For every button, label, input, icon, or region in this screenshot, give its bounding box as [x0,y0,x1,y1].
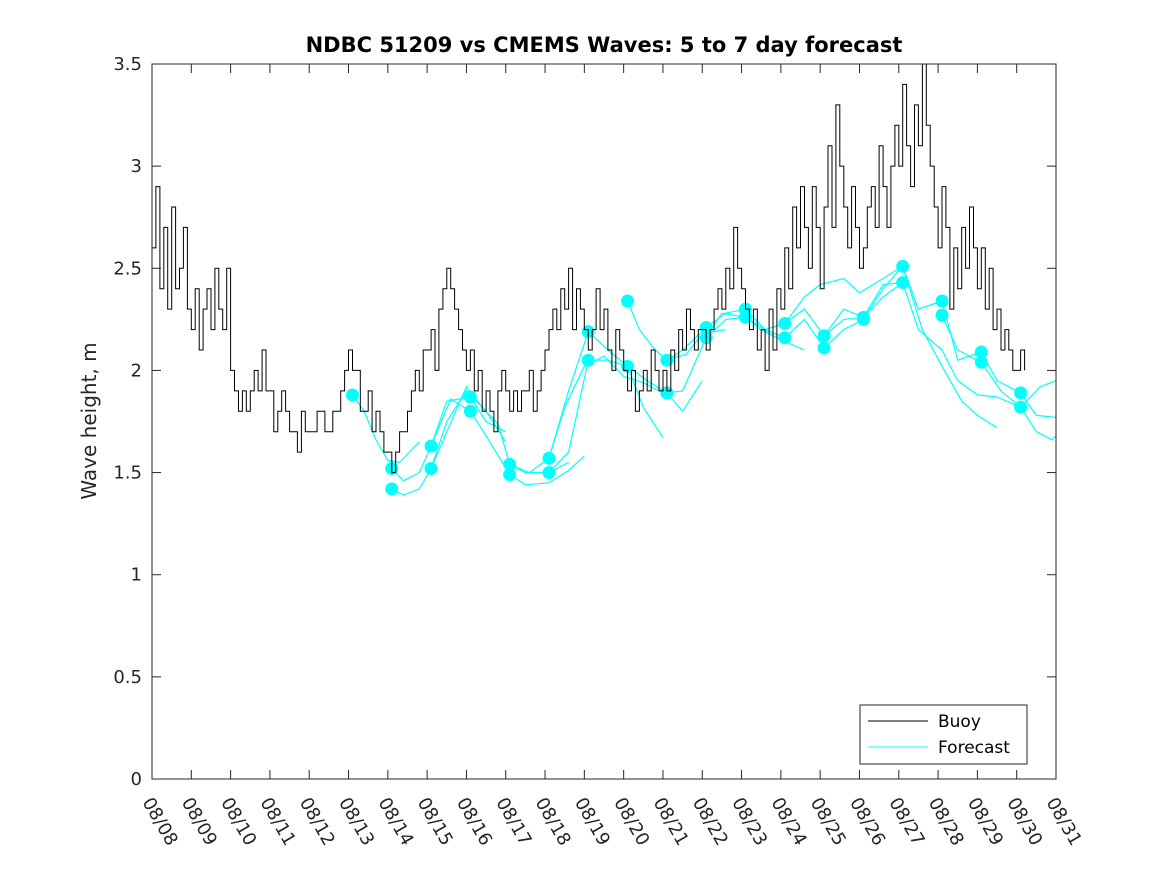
forecast-line-1 [352,394,420,464]
forecast-point-7 [463,390,477,404]
forecast-point-28 [896,276,910,290]
y-tick-label: 2 [131,360,142,381]
forecast-point-1 [345,388,359,402]
legend-forecast-label: Forecast [938,738,1010,758]
y-tick-label: 1.5 [113,463,142,484]
forecast-point-31 [935,294,949,308]
y-tick-label: 3 [131,156,142,177]
forecast-point-17 [660,353,674,367]
x-tick-label: 08/09 [177,794,221,849]
forecast-point-34 [1014,400,1028,414]
y-tick-label: 0 [131,769,142,790]
forecast-point-8 [503,468,517,482]
forecast-point-35 [1014,386,1028,400]
forecast-point-23 [778,316,792,330]
y-axis-label: Wave height, m [77,342,101,499]
x-tick-label: 08/15 [413,794,457,849]
plot-area [151,63,1057,780]
forecast-point-6 [463,404,477,418]
forecast-point-27 [856,310,870,324]
legend-buoy-label: Buoy [938,712,981,732]
forecast-point-16 [660,386,674,400]
x-tick-label: 08/12 [295,794,339,849]
forecast-point-10 [542,466,556,480]
y-tick-label: 1 [131,565,142,586]
forecast-point-19 [699,321,713,335]
forecast-point-14 [621,359,635,373]
forecast-point-30 [935,308,949,322]
x-tick-label: 08/21 [649,794,693,849]
forecast-point-33 [974,345,988,359]
axes-box [151,63,1057,780]
x-tick-label: 08/14 [373,794,417,849]
forecast-line-6 [509,355,660,474]
forecast-point-12 [581,353,595,367]
x-tick-label: 08/20 [609,794,653,849]
x-tick-label: 08/17 [491,794,535,849]
forecast-point-11 [542,451,556,465]
series-layer [152,64,1056,496]
x-tick-label: 08/19 [570,794,614,849]
x-tick-label: 08/11 [256,794,300,849]
forecast-line-13 [784,265,998,429]
x-tick-label: 08/28 [924,794,968,849]
forecast-point-4 [424,461,438,475]
legend-box [859,704,1028,765]
forecast-point-25 [817,329,831,343]
forecast-line-12 [705,265,904,349]
forecast-line-3 [391,396,506,482]
y-tick-label: 0.5 [113,667,142,688]
x-tick-label: 08/22 [688,794,732,849]
x-tick-label: 08/18 [531,794,575,849]
forecast-point-9 [503,457,517,471]
forecast-point-5 [424,439,438,453]
y-axis: 0 0.5 1 1.5 2 2.5 3 3.5 [113,54,1056,790]
forecast-line-16 [941,315,1056,409]
forecast-point-2 [385,482,399,496]
x-tick-label: 08/25 [806,794,850,849]
forecast-point-29 [896,259,910,273]
forecast-point-15 [621,294,635,308]
buoy-line [152,64,1026,474]
x-tick-label: 08/13 [334,794,378,849]
forecast-point-22 [778,331,792,345]
forecast-point-24 [817,341,831,355]
forecast-line-10 [666,312,805,394]
x-tick-label: 08/24 [767,794,811,849]
x-tick-label: 08/29 [963,794,1007,849]
x-tick-label: 08/26 [845,794,889,849]
legend: Buoy Forecast [859,704,1028,765]
x-tick-label: 08/16 [452,794,496,849]
x-tick-label: 08/31 [1042,794,1086,849]
forecast-point-32 [974,355,988,369]
x-tick-label: 08/23 [727,794,771,849]
x-tick-label: 08/08 [138,794,182,849]
chart-title: NDBC 51209 vs CMEMS Waves: 5 to 7 day fo… [306,33,903,57]
x-tick-label: 08/10 [216,794,260,849]
y-tick-label: 2.5 [113,258,142,279]
y-tick-label: 3.5 [113,54,142,75]
x-tick-label: 08/27 [884,794,928,849]
x-tick-label: 08/30 [1002,794,1046,849]
plot-background [152,64,1056,779]
